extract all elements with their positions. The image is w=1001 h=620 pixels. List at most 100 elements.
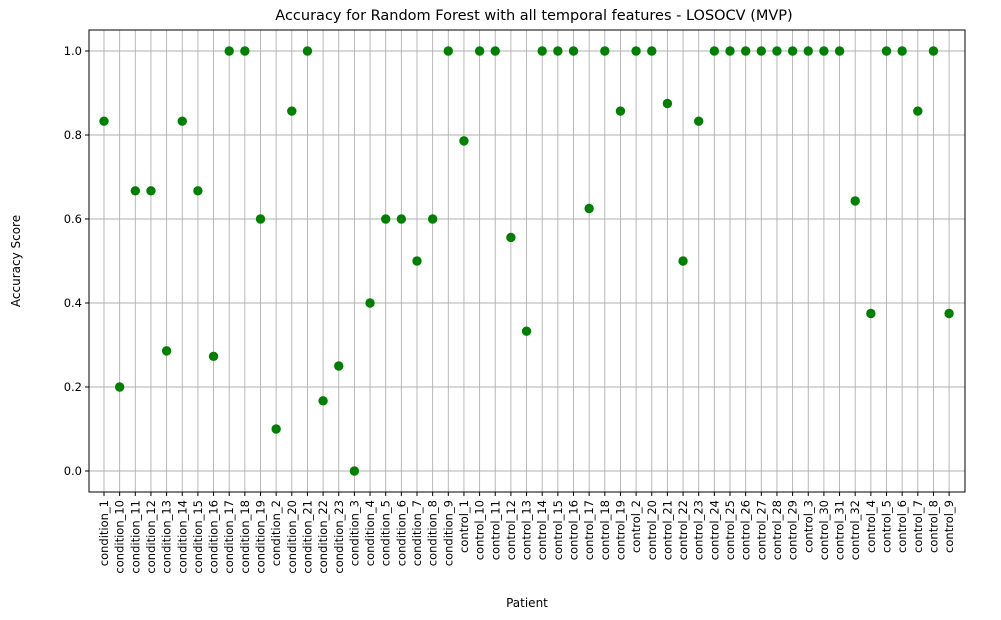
y-axis-ticks: 0.0 0.2 0.4 0.6 0.8 1.0 <box>64 44 89 478</box>
x-tick-label: condition_17 <box>222 500 236 574</box>
x-tick-label: condition_21 <box>300 500 314 574</box>
data-point <box>365 298 375 308</box>
x-tick-label: condition_1 <box>97 500 111 566</box>
data-point <box>349 466 360 476</box>
data-point <box>787 46 798 56</box>
data-point <box>130 186 140 196</box>
x-tick-label: condition_12 <box>144 500 158 574</box>
x-tick-label: control_11 <box>488 500 502 560</box>
x-tick-label: control_22 <box>676 500 690 560</box>
data-point <box>756 46 766 56</box>
data-point <box>819 46 829 56</box>
y-axis-label: Accuracy Score <box>9 215 23 307</box>
x-tick-label: control_24 <box>707 500 721 560</box>
data-point <box>240 46 250 56</box>
x-tick-label: control_19 <box>613 500 627 560</box>
x-tick-label: control_29 <box>786 500 800 560</box>
x-axis-label: Patient <box>506 596 548 610</box>
x-tick-label: condition_4 <box>363 500 377 566</box>
data-point <box>944 308 954 319</box>
data-point <box>177 116 187 126</box>
x-tick-label: control_23 <box>692 500 706 560</box>
x-tick-label: condition_19 <box>254 500 268 574</box>
data-point <box>396 214 407 224</box>
data-point <box>193 186 203 196</box>
x-tick-label: control_2 <box>629 500 643 553</box>
data-point <box>584 203 594 214</box>
x-tick-label: condition_16 <box>207 500 221 574</box>
x-tick-label: condition_23 <box>332 500 346 574</box>
data-point <box>318 396 328 406</box>
x-tick-label: control_10 <box>473 500 487 560</box>
data-point <box>334 361 344 371</box>
data-point <box>740 46 751 56</box>
data-point <box>631 46 641 56</box>
y-tick-label: 0.6 <box>64 212 82 226</box>
x-tick-label: control_12 <box>504 500 518 560</box>
chart-title: Accuracy for Random Forest with all temp… <box>275 8 792 24</box>
data-point <box>537 46 547 56</box>
data-point <box>568 46 579 56</box>
data-point <box>647 46 657 56</box>
data-point <box>850 196 860 206</box>
data-point <box>881 46 892 56</box>
x-tick-label: control_6 <box>895 500 909 553</box>
x-tick-label: control_15 <box>551 500 565 560</box>
data-point <box>615 106 626 116</box>
data-point <box>99 116 109 126</box>
data-point <box>913 106 923 116</box>
data-point <box>490 46 500 56</box>
grid-lines <box>89 30 965 492</box>
x-tick-label: control_31 <box>833 500 847 560</box>
x-tick-label: condition_18 <box>238 500 252 574</box>
y-tick-label: 0.0 <box>64 464 82 478</box>
x-tick-label: control_30 <box>817 500 831 560</box>
data-point <box>521 326 532 336</box>
data-point <box>114 382 125 392</box>
data-point <box>694 116 704 126</box>
x-tick-label: condition_14 <box>175 500 189 574</box>
data-point <box>459 136 469 146</box>
data-point <box>287 106 297 116</box>
x-tick-label: condition_13 <box>160 500 174 574</box>
data-point <box>866 308 876 319</box>
data-point <box>662 98 673 109</box>
x-tick-label: control_13 <box>520 500 534 560</box>
data-point <box>381 214 391 224</box>
data-point <box>427 214 438 224</box>
data-point <box>678 256 688 266</box>
x-tick-label: control_26 <box>739 500 753 560</box>
x-tick-label: control_32 <box>848 500 862 560</box>
x-tick-label: control_21 <box>660 500 674 560</box>
y-tick-label: 0.2 <box>64 380 82 394</box>
x-tick-label: condition_8 <box>426 500 440 566</box>
x-tick-label: control_18 <box>598 500 612 560</box>
data-points <box>99 46 954 476</box>
data-point <box>803 46 813 56</box>
x-tick-label: control_17 <box>582 500 596 560</box>
data-point <box>161 346 172 356</box>
x-tick-label: control_27 <box>754 500 768 560</box>
data-point <box>928 46 939 56</box>
data-point <box>474 46 485 56</box>
x-tick-label: condition_11 <box>128 500 142 574</box>
data-point <box>412 256 422 266</box>
data-point <box>897 46 907 56</box>
data-point <box>725 46 735 56</box>
x-tick-label: control_1 <box>457 500 471 553</box>
data-point <box>302 46 313 56</box>
x-tick-label: condition_10 <box>113 500 127 574</box>
x-tick-label: condition_2 <box>269 500 283 566</box>
x-tick-label: control_20 <box>645 500 659 560</box>
x-tick-label: control_28 <box>770 500 784 560</box>
data-point <box>600 46 610 56</box>
data-point <box>443 46 453 56</box>
data-point <box>255 214 266 224</box>
x-tick-label: condition_6 <box>394 500 408 566</box>
data-point <box>271 424 281 434</box>
x-tick-label: condition_9 <box>441 500 455 566</box>
data-point <box>224 46 234 56</box>
x-tick-label: control_8 <box>926 500 940 553</box>
x-tick-label: control_5 <box>880 500 894 553</box>
